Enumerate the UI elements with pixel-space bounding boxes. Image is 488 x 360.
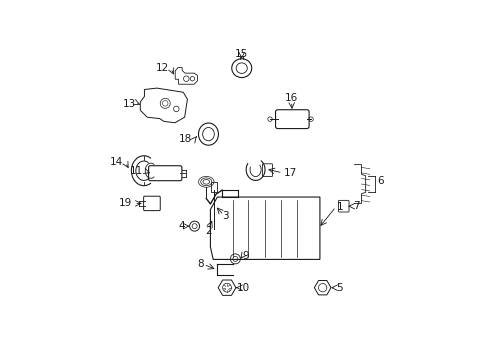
Text: 14: 14 [110,157,123,167]
Text: 9: 9 [242,251,248,261]
Text: 12: 12 [155,63,168,73]
Text: 5: 5 [336,283,343,293]
Bar [210,182,217,192]
Text: 13: 13 [122,99,135,109]
Text: 3: 3 [222,211,228,221]
Text: 18: 18 [179,134,192,144]
Text: 8: 8 [197,260,203,269]
Text: 19: 19 [119,198,132,208]
Text: 6: 6 [377,176,384,186]
Text: 2: 2 [205,226,211,236]
Text: 4: 4 [178,221,185,231]
Text: 10: 10 [236,283,249,293]
Text: 16: 16 [285,93,298,103]
Text: 7: 7 [352,201,359,211]
Text: 15: 15 [235,49,248,59]
Text: 1: 1 [336,202,343,212]
Text: 17: 17 [283,168,296,178]
Text: 11: 11 [129,166,143,176]
